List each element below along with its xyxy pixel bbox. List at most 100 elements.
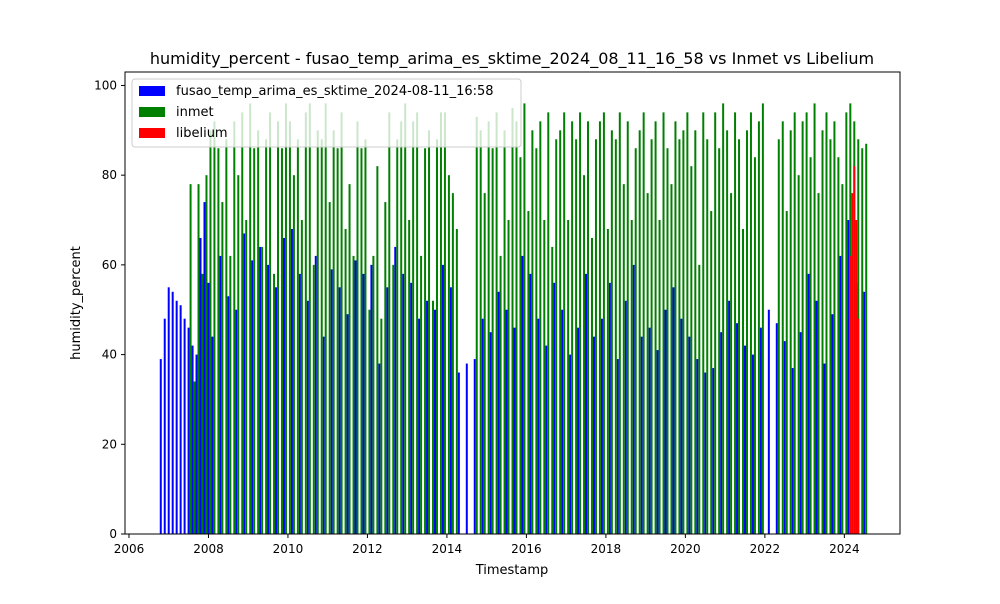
bar-inmet — [543, 220, 546, 534]
bar-fusao — [338, 287, 341, 534]
bar-inmet — [376, 166, 379, 534]
bar-inmet — [257, 130, 260, 534]
bar-inmet — [499, 255, 502, 534]
bar-inmet — [396, 139, 399, 534]
bar-inmet — [280, 148, 283, 534]
bar-fusao — [521, 255, 524, 534]
bar-inmet — [193, 381, 196, 534]
bar-fusao — [386, 287, 389, 534]
bar-inmet — [825, 112, 828, 535]
bar-inmet — [300, 220, 303, 534]
bar-inmet — [217, 148, 220, 534]
bar-inmet — [829, 139, 832, 534]
bar-fusao — [600, 318, 603, 534]
bar-inmet — [654, 121, 657, 534]
bar-inmet — [253, 148, 256, 534]
bar-inmet — [761, 103, 764, 535]
bar-inmet — [598, 121, 601, 534]
x-tick-label: 2012 — [352, 542, 383, 556]
bar-fusao — [561, 309, 564, 534]
bar-fusao — [632, 264, 635, 534]
bar-inmet — [424, 148, 427, 534]
bar-fusao — [497, 291, 500, 534]
bar-inmet — [245, 220, 248, 534]
bar-fusao — [259, 246, 262, 534]
bar-inmet — [400, 121, 403, 534]
bar-inmet — [324, 103, 327, 535]
bar-inmet — [408, 220, 411, 534]
bar-inmet — [749, 112, 752, 535]
x-tick-label: 2022 — [750, 542, 781, 556]
bar-fusao — [775, 323, 778, 534]
bar-inmet — [277, 121, 280, 534]
bar-fusao — [298, 273, 301, 534]
bar-inmet — [432, 300, 435, 534]
bar-inmet — [320, 139, 323, 534]
bar-fusao — [672, 287, 675, 534]
bar-inmet — [571, 121, 574, 534]
bar-inmet — [674, 121, 677, 534]
bar-fusao — [354, 260, 357, 534]
bar-inmet — [475, 116, 478, 534]
bar-inmet — [284, 103, 287, 535]
bar-fusao — [680, 318, 683, 534]
bar-fusao — [282, 237, 285, 534]
bar-inmet — [328, 202, 331, 534]
bar-inmet — [531, 130, 534, 534]
bar-inmet — [793, 112, 796, 535]
x-tick-label: 2006 — [114, 542, 145, 556]
legend-box — [131, 78, 522, 148]
y-tick-label: 40 — [102, 348, 117, 362]
bar-inmet — [221, 202, 224, 534]
bar-inmet — [714, 112, 717, 535]
series-fusao — [159, 202, 866, 535]
bar-fusao — [171, 291, 174, 534]
y-axis: 0 20 40 60 80 100 — [94, 78, 125, 541]
x-axis: 2006 2008 2010 2012 2014 2016 2018 2020 2022 2024 — [114, 534, 860, 556]
bar-inmet — [288, 121, 291, 534]
bar-inmet — [455, 228, 458, 535]
bar-inmet — [304, 112, 307, 535]
bar-inmet — [447, 175, 450, 535]
bar-inmet — [610, 130, 613, 534]
bar-fusao — [767, 309, 770, 534]
bar-libelium — [855, 220, 858, 534]
bar-fusao — [199, 237, 202, 534]
bar-fusao — [664, 309, 667, 534]
bar-fusao — [251, 260, 254, 534]
bar-inmet — [292, 175, 295, 535]
bar-fusao — [267, 264, 270, 534]
bar-fusao — [481, 318, 484, 534]
bar-inmet — [694, 130, 697, 534]
bar-inmet — [753, 157, 756, 534]
bar-inmet — [428, 130, 431, 534]
bar-fusao — [608, 282, 611, 534]
bar-inmet — [670, 184, 673, 534]
bar-fusao — [306, 300, 309, 534]
bar-fusao — [394, 246, 397, 534]
bar-inmet — [606, 228, 609, 535]
bar-fusao — [624, 300, 627, 534]
bar-libelium — [853, 166, 856, 534]
x-axis-label: Timestamp — [475, 563, 549, 578]
bar-fusao — [815, 300, 818, 534]
bar-inmet — [614, 139, 617, 534]
bar-fusao — [529, 273, 532, 534]
bar-inmet — [865, 143, 868, 534]
bar-fusao — [791, 368, 794, 534]
bar-inmet — [507, 220, 510, 534]
bar-fusao — [831, 314, 834, 534]
bar-fusao — [847, 220, 850, 534]
y-tick-label: 0 — [109, 527, 117, 541]
bar-fusao — [553, 282, 556, 534]
legend-label-fusao: fusao_temp_arima_es_sktime_2024-08-11_16… — [176, 84, 494, 99]
bars-layer — [159, 103, 868, 535]
bar-fusao — [839, 255, 842, 534]
plot-area-frame — [124, 71, 901, 535]
bar-fusao — [783, 341, 786, 534]
bar-libelium — [849, 255, 852, 534]
bar-fusao — [736, 323, 739, 534]
x-tick-label: 2016 — [511, 542, 542, 556]
bar-fusao — [656, 350, 659, 534]
bar-inmet — [789, 130, 792, 534]
